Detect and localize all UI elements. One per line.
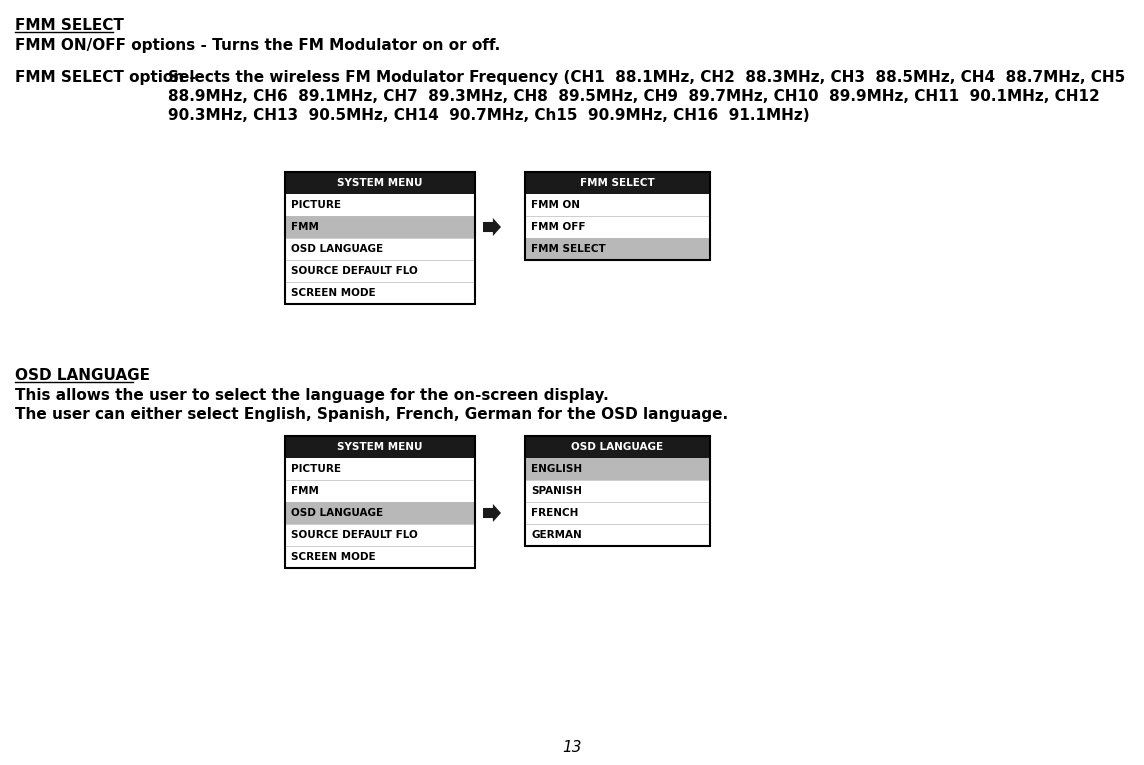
Text: 13: 13: [562, 741, 582, 756]
Text: SCREEN MODE: SCREEN MODE: [291, 552, 375, 562]
Text: SOURCE DEFAULT FLO: SOURCE DEFAULT FLO: [291, 530, 418, 540]
Bar: [285, 436, 475, 568]
Text: The user can either select English, Spanish, French, German for the OSD language: The user can either select English, Span…: [15, 407, 728, 422]
Polygon shape: [483, 218, 501, 236]
Text: 90.3MHz, CH13  90.5MHz, CH14  90.7MHz, Ch15  90.9MHz, CH16  91.1MHz): 90.3MHz, CH13 90.5MHz, CH14 90.7MHz, Ch1…: [168, 108, 810, 123]
Text: FMM ON/OFF options - Turns the FM Modulator on or off.: FMM ON/OFF options - Turns the FM Modula…: [15, 38, 500, 53]
Text: Selects the wireless FM Modulator Frequency (CH1  88.1MHz, CH2  88.3MHz, CH3  88: Selects the wireless FM Modulator Freque…: [168, 70, 1126, 85]
Text: FMM SELECT option -: FMM SELECT option -: [15, 70, 201, 85]
Text: OSD LANGUAGE: OSD LANGUAGE: [291, 244, 383, 254]
Bar: [525, 172, 710, 260]
Bar: [285, 172, 475, 304]
Bar: [525, 172, 710, 260]
Text: OSD LANGUAGE: OSD LANGUAGE: [15, 368, 150, 383]
Bar: [525, 436, 710, 458]
Bar: [285, 216, 475, 238]
Text: OSD LANGUAGE: OSD LANGUAGE: [291, 508, 383, 518]
Text: FMM SELECT: FMM SELECT: [580, 178, 654, 188]
Text: SPANISH: SPANISH: [531, 486, 582, 496]
Bar: [525, 436, 710, 546]
Text: SYSTEM MENU: SYSTEM MENU: [337, 442, 423, 452]
Text: FMM SELECT: FMM SELECT: [531, 244, 606, 254]
Bar: [285, 436, 475, 458]
Text: PICTURE: PICTURE: [291, 200, 341, 210]
Text: SOURCE DEFAULT FLO: SOURCE DEFAULT FLO: [291, 266, 418, 276]
Text: FMM: FMM: [291, 486, 319, 496]
Text: This allows the user to select the language for the on-screen display.: This allows the user to select the langu…: [15, 388, 609, 403]
Text: FMM ON: FMM ON: [531, 200, 580, 210]
Text: OSD LANGUAGE: OSD LANGUAGE: [572, 442, 664, 452]
Text: SCREEN MODE: SCREEN MODE: [291, 288, 375, 298]
Text: FMM: FMM: [291, 222, 319, 232]
Bar: [525, 238, 710, 260]
Bar: [285, 172, 475, 194]
Bar: [525, 436, 710, 546]
Bar: [525, 172, 710, 194]
Bar: [285, 436, 475, 568]
Bar: [525, 458, 710, 480]
Text: ENGLISH: ENGLISH: [531, 464, 582, 474]
Text: FMM SELECT: FMM SELECT: [15, 18, 124, 33]
Text: 88.9MHz, CH6  89.1MHz, CH7  89.3MHz, CH8  89.5MHz, CH9  89.7MHz, CH10  89.9MHz, : 88.9MHz, CH6 89.1MHz, CH7 89.3MHz, CH8 8…: [168, 89, 1099, 104]
Text: GERMAN: GERMAN: [531, 530, 582, 540]
Bar: [285, 502, 475, 524]
Text: FMM OFF: FMM OFF: [531, 222, 586, 232]
Polygon shape: [483, 504, 501, 522]
Text: SYSTEM MENU: SYSTEM MENU: [337, 178, 423, 188]
Text: PICTURE: PICTURE: [291, 464, 341, 474]
Text: FRENCH: FRENCH: [531, 508, 579, 518]
Bar: [285, 172, 475, 304]
